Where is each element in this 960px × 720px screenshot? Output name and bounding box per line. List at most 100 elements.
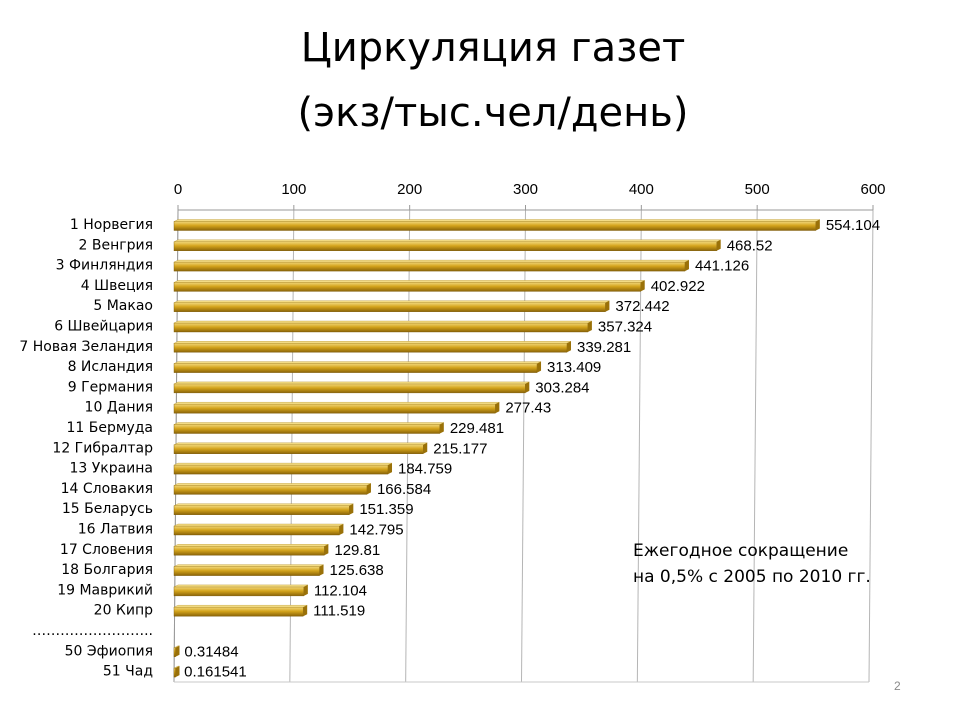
category-label: 11 Бермуда bbox=[67, 420, 153, 436]
x-tick-label: 600 bbox=[860, 181, 885, 198]
category-labels: 1 Норвегия 2 Венгрия 3 Финляндия 4 Швеция 5 … bbox=[19, 217, 153, 680]
value-label: 112.104 bbox=[314, 582, 367, 599]
category-label: …………………….. bbox=[32, 623, 153, 639]
bar bbox=[173, 424, 441, 434]
bar-top bbox=[173, 219, 820, 222]
bar-end bbox=[567, 341, 572, 353]
bar bbox=[173, 261, 686, 272]
category-label: 5 Макао bbox=[93, 298, 153, 314]
value-label: 0.31484 bbox=[184, 643, 238, 660]
bar-end bbox=[495, 402, 500, 414]
category-label: 2 Венгрия bbox=[79, 237, 154, 253]
bar-end bbox=[303, 584, 308, 596]
bar-end bbox=[349, 503, 354, 515]
chart-title-line1: Циркуляция газет bbox=[300, 25, 686, 71]
bar bbox=[173, 404, 496, 414]
bar-end bbox=[175, 645, 180, 657]
bar-top bbox=[173, 462, 393, 466]
category-label: 3 Финляндия bbox=[56, 258, 153, 274]
value-label: 184.759 bbox=[398, 461, 452, 478]
bar-top bbox=[173, 361, 542, 364]
bar bbox=[173, 607, 304, 617]
bar-end bbox=[684, 260, 689, 272]
slide-number: 2 bbox=[894, 679, 901, 693]
bar bbox=[173, 485, 368, 495]
bar bbox=[173, 302, 606, 312]
value-label: 554.104 bbox=[826, 217, 880, 234]
value-label: 0.161541 bbox=[184, 664, 247, 681]
bar-top bbox=[173, 381, 530, 385]
bar-top bbox=[173, 442, 428, 445]
bar-top bbox=[173, 402, 500, 405]
bar bbox=[173, 546, 325, 556]
annotation-line2: на 0,5% с 2005 по 2010 гг. bbox=[633, 567, 871, 587]
bar bbox=[173, 383, 526, 394]
value-label: 125.638 bbox=[330, 562, 384, 579]
category-label: 50 Эфиопия bbox=[65, 643, 153, 659]
bar-end bbox=[388, 463, 393, 475]
category-label: 10 Дания bbox=[85, 400, 153, 416]
category-label: 16 Латвия bbox=[78, 522, 153, 538]
bar-top bbox=[173, 483, 372, 486]
bar-end bbox=[439, 422, 444, 434]
category-label: 7 Новая Зеландия bbox=[19, 339, 153, 355]
bar-end bbox=[525, 381, 530, 393]
bar-top bbox=[173, 523, 344, 527]
value-label: 303.284 bbox=[535, 379, 589, 396]
category-label: 19 Маврикий bbox=[57, 582, 153, 598]
x-tick-label: 500 bbox=[745, 181, 770, 198]
bar-top bbox=[173, 259, 690, 263]
category-label: 12 Гибралтар bbox=[52, 440, 153, 456]
bar bbox=[173, 464, 389, 475]
bar-end bbox=[339, 524, 344, 535]
bar-end bbox=[815, 219, 820, 231]
annotation-line1: Ежегодное сокращение bbox=[633, 541, 849, 561]
bar-end bbox=[175, 666, 180, 678]
gridline bbox=[868, 209, 874, 683]
category-label: 15 Беларусь bbox=[62, 501, 153, 517]
bar bbox=[173, 444, 424, 454]
bar-end bbox=[605, 300, 610, 312]
value-label: 441.126 bbox=[695, 258, 749, 275]
bar-end bbox=[324, 544, 329, 556]
value-label: 372.442 bbox=[615, 298, 669, 315]
value-label: 277.43 bbox=[505, 400, 551, 417]
bar-end bbox=[716, 239, 721, 251]
value-label: 142.795 bbox=[349, 522, 403, 539]
bar-top bbox=[173, 280, 645, 283]
value-label: 229.481 bbox=[450, 420, 504, 437]
value-label: 166.584 bbox=[377, 481, 431, 498]
bar-end bbox=[587, 321, 592, 332]
bar-end bbox=[319, 564, 324, 576]
value-label: 151.359 bbox=[359, 501, 413, 518]
x-tick-label: 400 bbox=[629, 181, 654, 198]
x-tick-label: 200 bbox=[397, 181, 422, 198]
category-label: 9 Германия bbox=[68, 379, 153, 395]
value-label: 215.177 bbox=[433, 440, 487, 457]
bar bbox=[173, 221, 817, 231]
category-label: 6 Швейцария bbox=[54, 319, 153, 335]
chart-title-line2: (экз/тыс.чел/день) bbox=[297, 90, 689, 136]
bar-end bbox=[303, 605, 308, 617]
category-label: 14 Словакия bbox=[61, 481, 153, 497]
category-label: 4 Швеция bbox=[81, 278, 153, 294]
annotation-note: Ежегодное сокращение на 0,5% с 2005 по 2… bbox=[633, 538, 871, 590]
bars bbox=[173, 219, 820, 678]
x-tick-label: 0 bbox=[174, 181, 182, 198]
gridline bbox=[752, 209, 758, 683]
bar bbox=[173, 241, 717, 252]
category-label: 18 Болгария bbox=[61, 562, 153, 578]
value-label: 129.81 bbox=[334, 542, 380, 559]
bar-end bbox=[640, 280, 645, 292]
category-label: 20 Кипр bbox=[94, 603, 153, 619]
bar-end bbox=[423, 442, 428, 454]
bar-top bbox=[173, 422, 444, 425]
bar-top bbox=[173, 300, 610, 303]
bar bbox=[173, 363, 538, 373]
x-tick-label: 100 bbox=[281, 181, 306, 198]
bar bbox=[173, 667, 176, 678]
bar-top bbox=[173, 341, 572, 344]
value-label: 111.519 bbox=[313, 603, 365, 620]
value-label: 402.922 bbox=[651, 278, 705, 295]
